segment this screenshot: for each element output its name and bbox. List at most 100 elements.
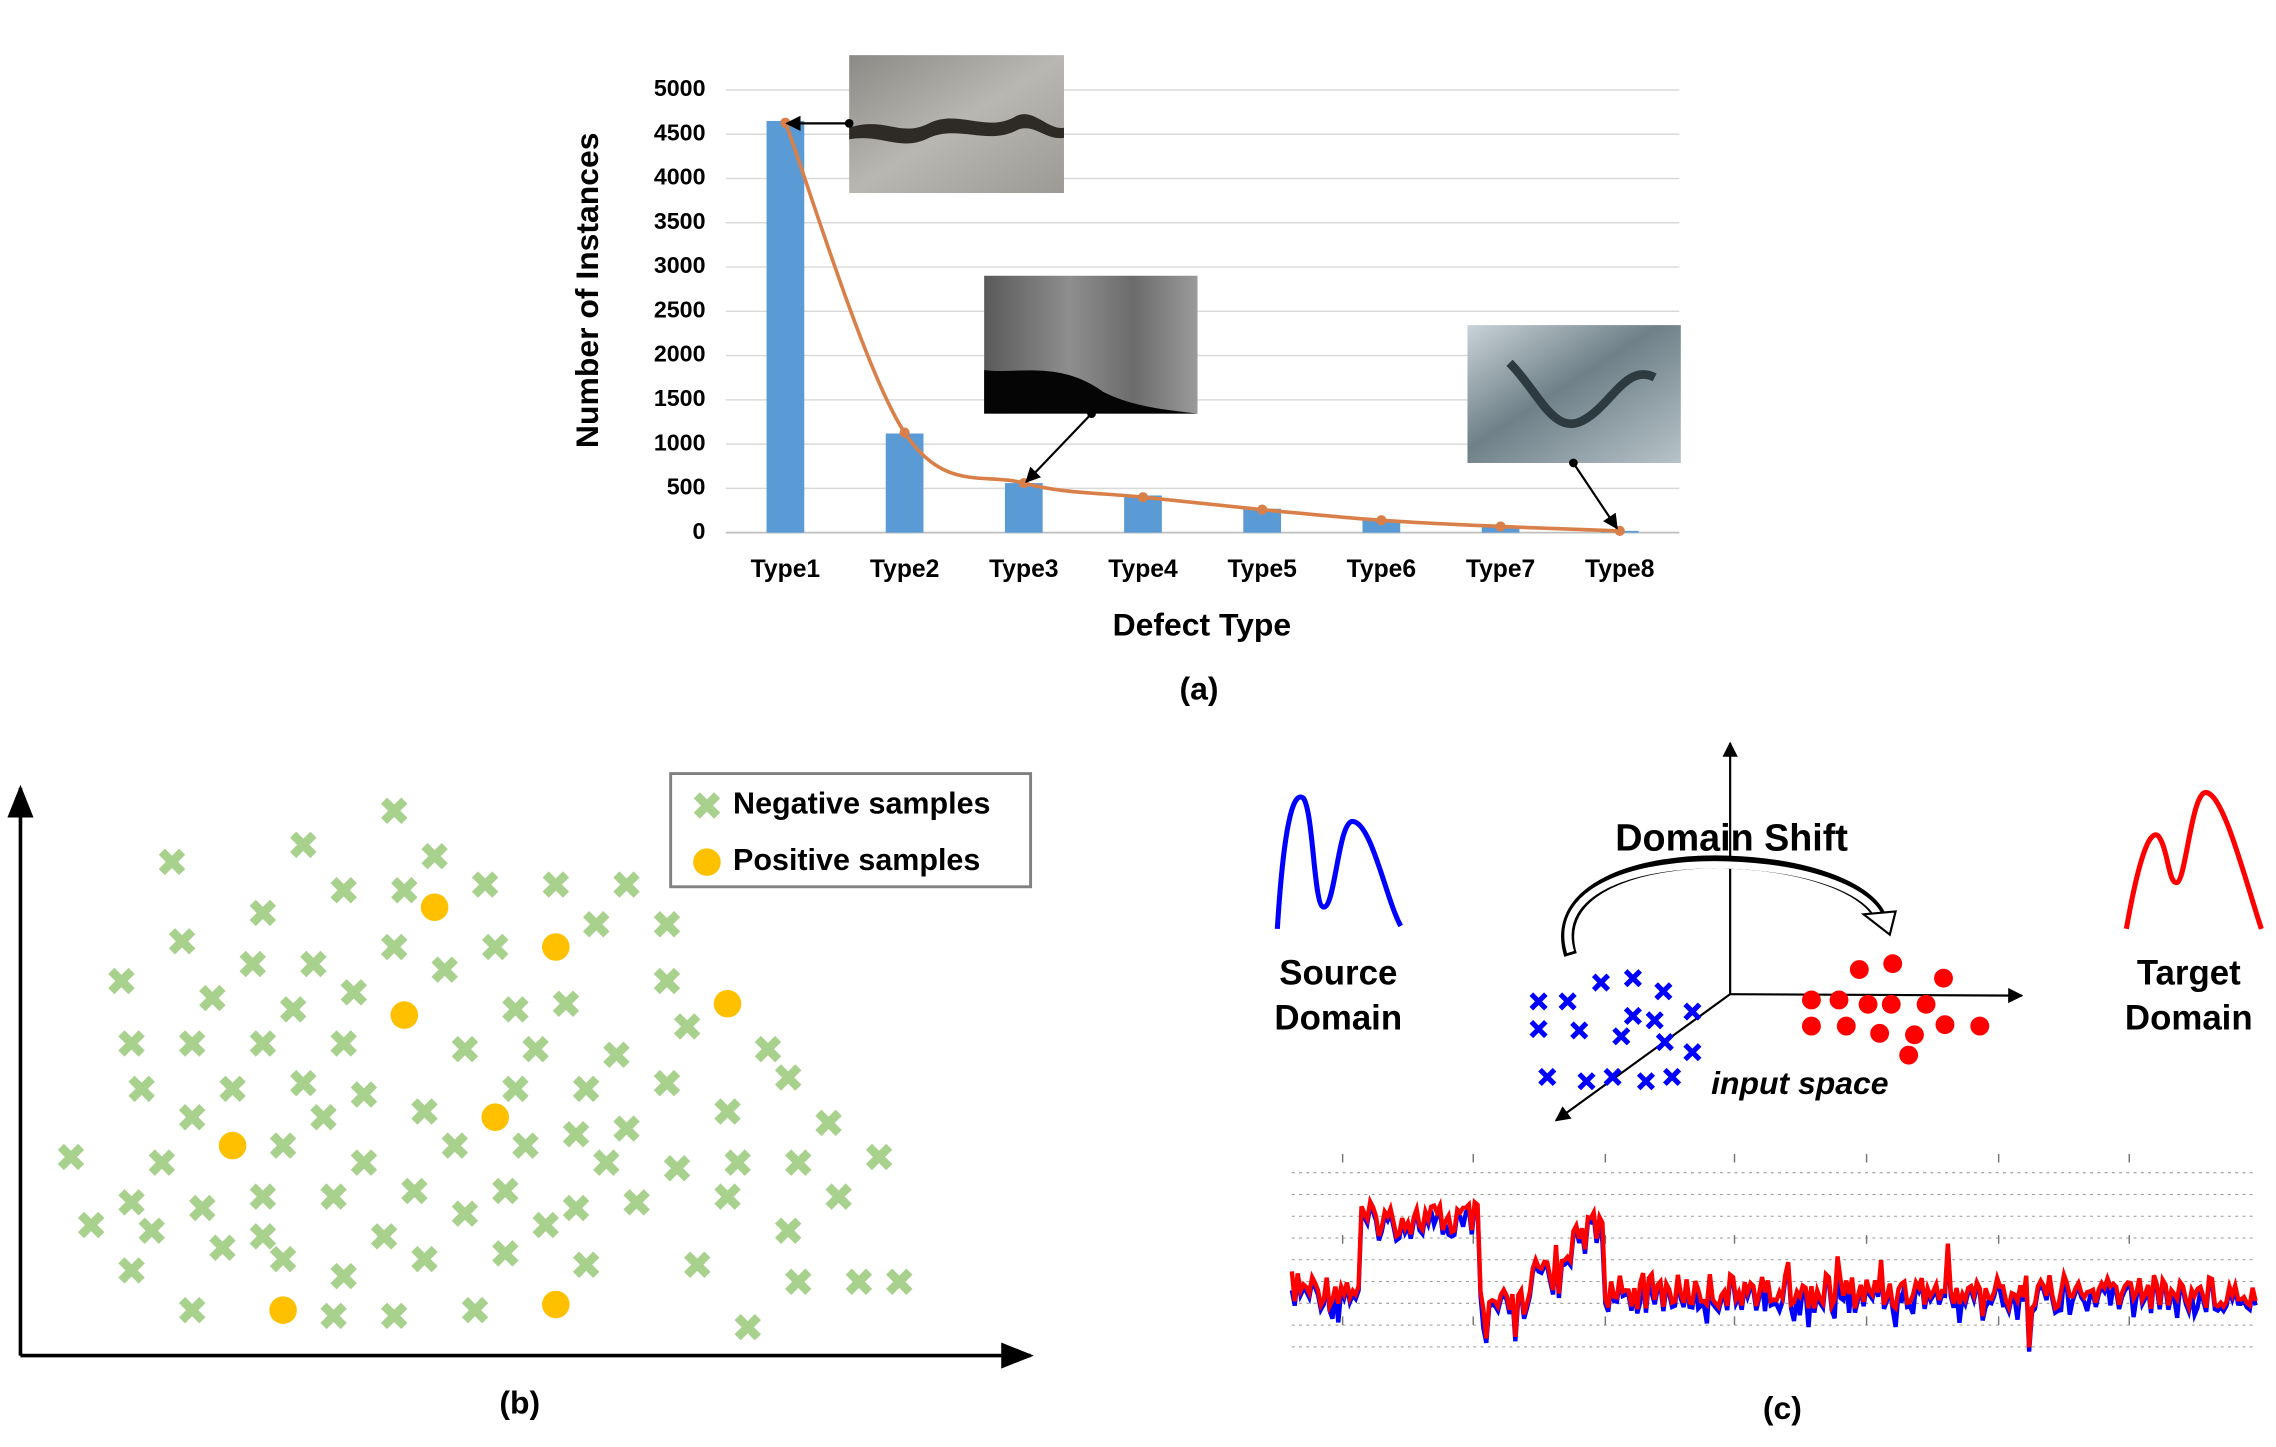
source-point — [1645, 1011, 1664, 1030]
cross-marker — [77, 1211, 105, 1239]
trend-point — [899, 427, 910, 438]
y-tick-label: 4000 — [654, 164, 706, 190]
cross-marker — [754, 1035, 782, 1063]
cross-marker — [653, 911, 681, 938]
diagram-title: Domain Shift — [1615, 816, 1848, 858]
y-tick-label: 3000 — [654, 252, 706, 278]
cross-marker — [663, 1155, 691, 1182]
cross-marker — [451, 1200, 479, 1227]
x-tick-label: Type7 — [1466, 556, 1535, 583]
cross-marker — [714, 1098, 741, 1125]
panel-b: (b) Negative samples Positive samples — [7, 772, 1034, 1420]
cross-marker — [502, 996, 529, 1023]
y-tick-label: 5000 — [654, 75, 706, 101]
domain-points — [1529, 954, 1990, 1091]
shift-arrow — [1561, 855, 1888, 957]
cross-marker — [269, 1132, 297, 1159]
legend-label: Positive samples — [733, 843, 980, 877]
cross-marker — [209, 1234, 236, 1261]
cross-marker — [320, 1302, 347, 1330]
cross-marker — [471, 871, 499, 898]
circle-marker — [218, 1131, 247, 1160]
cross-marker — [380, 797, 408, 825]
cross-marker — [57, 1143, 85, 1171]
cross-marker — [320, 1183, 347, 1210]
circle-marker — [481, 1103, 510, 1132]
insets — [785, 55, 1681, 530]
cross-marker — [350, 1149, 378, 1176]
cross-marker — [128, 1075, 155, 1103]
axis — [1554, 993, 1731, 1122]
target-point — [1801, 1016, 1821, 1036]
y-tick-label: 4500 — [654, 119, 706, 145]
x-tick-label: Type5 — [1227, 556, 1297, 583]
y-tick-label: 2500 — [654, 296, 706, 322]
cross-marker — [421, 842, 448, 870]
cross-marker — [350, 1081, 378, 1108]
cross-marker — [330, 876, 357, 904]
target-point — [1849, 960, 1869, 979]
x-tick-label: Type2 — [870, 556, 939, 583]
bar — [766, 120, 805, 533]
cross-marker — [249, 1030, 277, 1057]
arrow-tail — [1087, 409, 1096, 418]
circle-marker — [713, 989, 742, 1018]
trend-point — [1257, 504, 1268, 515]
cross-marker — [451, 1035, 479, 1063]
inset-image — [1467, 325, 1681, 463]
y-tick-label: 500 — [667, 474, 706, 500]
cross-marker — [603, 1041, 630, 1069]
arrow-tail — [1569, 458, 1578, 468]
caption: (b) — [499, 1384, 540, 1420]
cross-marker — [340, 979, 368, 1006]
arrow — [1025, 412, 1093, 483]
panel-a: Number of Instances Defect Type (a) 0 500… — [569, 55, 1681, 706]
cross-marker — [886, 1268, 913, 1296]
cross-marker — [269, 1245, 297, 1273]
x-tick-label: Type3 — [989, 556, 1058, 583]
cross-marker — [290, 831, 317, 859]
source-point — [1538, 1067, 1557, 1086]
x-tick-label: Type6 — [1347, 556, 1416, 583]
cross-marker — [401, 1177, 428, 1205]
cross-marker — [562, 1194, 590, 1222]
source-curve — [1274, 794, 1403, 930]
cross-marker — [552, 990, 580, 1017]
cross-marker — [542, 871, 570, 898]
source-point — [1683, 1002, 1702, 1021]
target-point — [1916, 994, 1936, 1014]
cross-marker — [512, 1132, 539, 1159]
cross-marker — [249, 899, 277, 927]
time-series — [1289, 1153, 2258, 1365]
target-point — [1935, 1015, 1955, 1035]
cross-marker — [774, 1064, 802, 1091]
cross-marker — [492, 1177, 519, 1205]
cross-marker — [199, 984, 226, 1012]
cross-marker — [613, 871, 640, 898]
cross-marker — [391, 876, 418, 904]
cross-marker — [724, 1149, 751, 1176]
cross-marker — [178, 1296, 206, 1324]
caption: (c) — [1763, 1390, 1802, 1426]
caption: (a) — [1179, 670, 1218, 706]
cross-marker — [583, 911, 610, 938]
source-point — [1591, 973, 1611, 992]
cross-marker — [411, 1245, 438, 1273]
cross-marker — [118, 1257, 145, 1284]
source-point — [1577, 1072, 1596, 1091]
source-point — [1683, 1043, 1702, 1062]
x-tick-label: Type8 — [1585, 556, 1654, 583]
cross-marker — [522, 1035, 549, 1063]
source-point — [1654, 982, 1673, 1001]
cross-marker — [774, 1217, 802, 1244]
legend-marker — [693, 792, 721, 819]
circle-marker — [542, 1290, 570, 1319]
trend-point — [1137, 492, 1149, 503]
y-tick-label: 3500 — [654, 208, 706, 234]
cross-marker — [481, 933, 509, 961]
cross-marker — [684, 1251, 711, 1279]
cross-marker — [613, 1115, 640, 1142]
circle-marker — [420, 893, 449, 922]
cross-marker — [562, 1121, 590, 1148]
